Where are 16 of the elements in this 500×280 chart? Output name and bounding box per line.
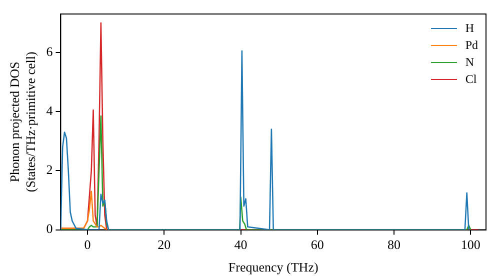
legend-label: H xyxy=(465,20,474,37)
x-tick-label: 100 xyxy=(460,237,480,252)
y-axis-title: Phonon projected DOS (States/THz·primitive cell) xyxy=(7,52,38,192)
legend-label: Cl xyxy=(465,71,477,88)
legend-label: Pd xyxy=(465,37,478,54)
x-tick-label: 20 xyxy=(158,237,171,252)
y-tick-label: 2 xyxy=(46,162,53,178)
x-tick-label: 60 xyxy=(310,237,324,252)
x-tick-label: 40 xyxy=(234,237,248,252)
y-tick-label: 0 xyxy=(46,221,53,236)
legend-label: N xyxy=(465,54,474,71)
y-tick-label: 6 xyxy=(46,44,54,59)
x-axis-title: Frequency (THz) xyxy=(228,260,318,275)
x-tick-label: 0 xyxy=(84,237,91,252)
x-tick-label: 80 xyxy=(388,237,401,252)
y-tick-label: 4 xyxy=(46,102,54,118)
